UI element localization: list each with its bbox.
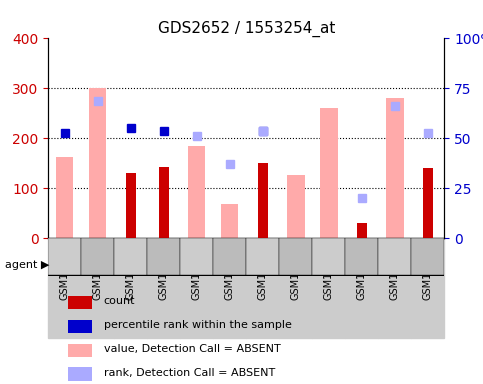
Bar (48, 238, 81, 275)
Bar (246, 238, 279, 338)
Bar (320, 108, 338, 238)
Text: control: control (95, 256, 134, 266)
Text: ARA and high DHA: ARA and high DHA (327, 256, 430, 266)
Bar (147, 238, 180, 338)
Bar (114, 238, 147, 338)
Text: ARA and low DHA: ARA and low DHA (198, 256, 295, 266)
Bar (378, 238, 412, 338)
Text: value, Detection Call = ABSENT: value, Detection Call = ABSENT (104, 344, 281, 354)
Bar (257, 163, 268, 238)
Bar (56, 157, 73, 238)
Bar (412, 238, 444, 338)
Bar (313, 238, 345, 338)
Bar (114, 238, 147, 275)
Bar (68, 344, 92, 357)
Bar (246, 238, 279, 275)
Bar (81, 238, 114, 275)
Bar (378, 238, 412, 275)
Bar (345, 238, 378, 338)
Bar (126, 173, 136, 238)
Bar (68, 296, 92, 310)
Bar (48, 238, 81, 338)
Bar (345, 238, 378, 275)
Bar (147, 238, 180, 275)
FancyBboxPatch shape (180, 247, 313, 275)
Bar (423, 168, 433, 238)
Bar (158, 167, 169, 238)
Bar (180, 238, 213, 338)
Bar (221, 204, 239, 238)
Bar (213, 238, 246, 275)
Bar (313, 238, 345, 275)
Bar (279, 238, 313, 338)
Bar (213, 238, 246, 338)
Bar (180, 238, 213, 275)
Bar (279, 238, 313, 275)
Bar (68, 320, 92, 333)
Bar (188, 146, 205, 238)
Bar (89, 88, 106, 238)
Text: agent ▶: agent ▶ (5, 260, 49, 270)
Bar (81, 238, 114, 338)
Text: rank, Detection Call = ABSENT: rank, Detection Call = ABSENT (104, 367, 275, 377)
Text: count: count (104, 296, 135, 306)
Bar (356, 223, 367, 238)
FancyBboxPatch shape (313, 247, 444, 275)
Bar (68, 367, 92, 381)
Title: GDS2652 / 1553254_at: GDS2652 / 1553254_at (157, 21, 335, 37)
FancyBboxPatch shape (48, 247, 180, 275)
Text: percentile rank within the sample: percentile rank within the sample (104, 320, 292, 330)
Bar (386, 98, 403, 238)
Bar (412, 238, 444, 275)
Bar (287, 175, 304, 238)
